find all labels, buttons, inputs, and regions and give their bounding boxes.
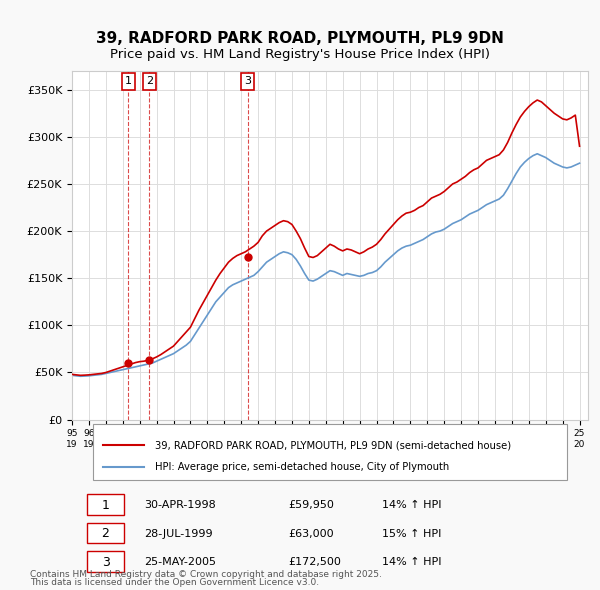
Text: 2: 2 [146,76,153,86]
FancyBboxPatch shape [88,523,124,543]
Text: 30-APR-1998: 30-APR-1998 [144,500,216,510]
Text: 39, RADFORD PARK ROAD, PLYMOUTH, PL9 9DN: 39, RADFORD PARK ROAD, PLYMOUTH, PL9 9DN [96,31,504,46]
Text: 14% ↑ HPI: 14% ↑ HPI [382,500,441,510]
Text: 1: 1 [101,499,109,512]
Text: £172,500: £172,500 [289,558,341,568]
FancyBboxPatch shape [92,424,568,480]
Text: Price paid vs. HM Land Registry's House Price Index (HPI): Price paid vs. HM Land Registry's House … [110,48,490,61]
Text: 3: 3 [101,556,109,569]
FancyBboxPatch shape [88,551,124,572]
Text: £63,000: £63,000 [289,529,334,539]
Text: This data is licensed under the Open Government Licence v3.0.: This data is licensed under the Open Gov… [30,578,319,587]
Text: 1: 1 [125,76,132,86]
Text: 39, RADFORD PARK ROAD, PLYMOUTH, PL9 9DN (semi-detached house): 39, RADFORD PARK ROAD, PLYMOUTH, PL9 9DN… [155,440,511,450]
Text: 3: 3 [244,76,251,86]
Text: 15% ↑ HPI: 15% ↑ HPI [382,529,441,539]
Text: 28-JUL-1999: 28-JUL-1999 [144,529,213,539]
Text: HPI: Average price, semi-detached house, City of Plymouth: HPI: Average price, semi-detached house,… [155,462,449,472]
FancyBboxPatch shape [88,494,124,514]
Text: 25-MAY-2005: 25-MAY-2005 [144,558,216,568]
Text: 2: 2 [101,527,109,540]
Text: 14% ↑ HPI: 14% ↑ HPI [382,558,441,568]
Text: £59,950: £59,950 [289,500,335,510]
Text: Contains HM Land Registry data © Crown copyright and database right 2025.: Contains HM Land Registry data © Crown c… [30,570,382,579]
